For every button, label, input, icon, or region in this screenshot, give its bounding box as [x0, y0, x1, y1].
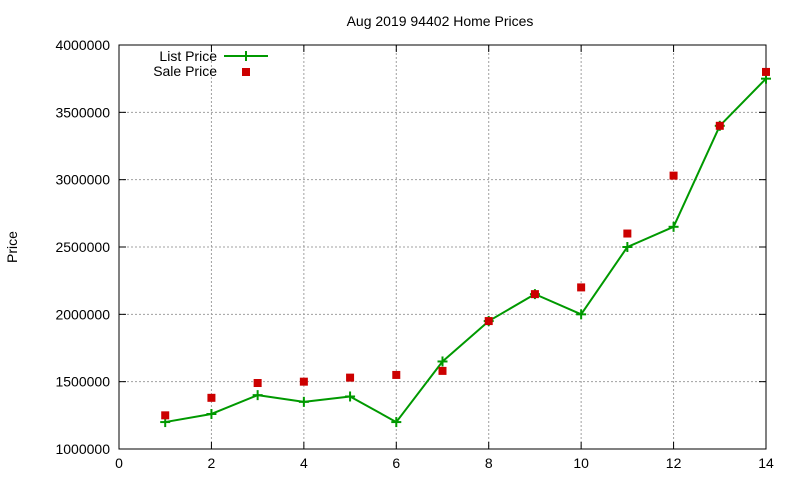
sale-price-point — [762, 67, 770, 76]
x-tick-label: 6 — [392, 455, 400, 471]
x-tick-label: 10 — [573, 455, 589, 471]
sale-price-point — [346, 373, 355, 382]
y-tick-label: 3000000 — [55, 172, 110, 188]
y-tick-label: 2500000 — [55, 239, 110, 255]
sale-price-point — [577, 283, 586, 292]
legend-label-list-price: List Price — [159, 48, 217, 64]
sale-price-point — [161, 411, 170, 420]
y-tick-label: 2000000 — [55, 306, 110, 322]
list-price-point — [622, 242, 633, 252]
sale-price-point — [623, 229, 632, 238]
grid — [119, 45, 766, 449]
y-tick-label: 1500000 — [55, 374, 110, 390]
legend-label-sale-price: Sale Price — [153, 63, 217, 79]
list-price-point — [345, 391, 356, 402]
y-tick-label: 4000000 — [55, 37, 110, 53]
list-price-point — [252, 390, 263, 401]
sale-price-point — [438, 366, 447, 375]
legend-marker-list-price — [241, 51, 251, 61]
sale-price-point — [299, 377, 308, 386]
x-tick-label: 12 — [666, 455, 682, 471]
y-axis-label: Price — [4, 231, 20, 263]
x-tick-label: 14 — [758, 455, 774, 471]
sale-price-point — [715, 121, 724, 130]
sale-price-point — [669, 171, 678, 180]
list-price-point — [668, 221, 679, 232]
x-tick-label: 2 — [208, 455, 216, 471]
series-layer — [160, 67, 771, 428]
x-tick-label: 4 — [300, 455, 308, 471]
sale-price-point — [530, 290, 539, 299]
x-tick-label: 8 — [485, 455, 493, 471]
list-price-point — [298, 396, 309, 407]
list-price-point — [206, 408, 217, 419]
list-price-point — [576, 309, 587, 320]
sale-price-point — [207, 393, 216, 402]
list-price-point — [437, 356, 448, 367]
y-tick-label: 3500000 — [55, 104, 110, 120]
legend: List Price Sale Price — [153, 48, 268, 79]
y-tick-label: 1000000 — [55, 441, 110, 457]
axis-ticks: 0 2 4 6 8 10 12 14 1000000 1500000 2000000 2500000 3… — [55, 37, 774, 471]
sale-price-point — [392, 370, 401, 379]
legend-marker-sale-price — [242, 68, 250, 76]
sale-price-point — [484, 317, 493, 326]
chart-title: Aug 2019 94402 Home Prices — [347, 13, 534, 29]
x-tick-label: 0 — [115, 455, 123, 471]
list-price-line — [165, 77, 767, 424]
sale-price-point — [253, 379, 262, 388]
list-price-point — [391, 417, 402, 428]
